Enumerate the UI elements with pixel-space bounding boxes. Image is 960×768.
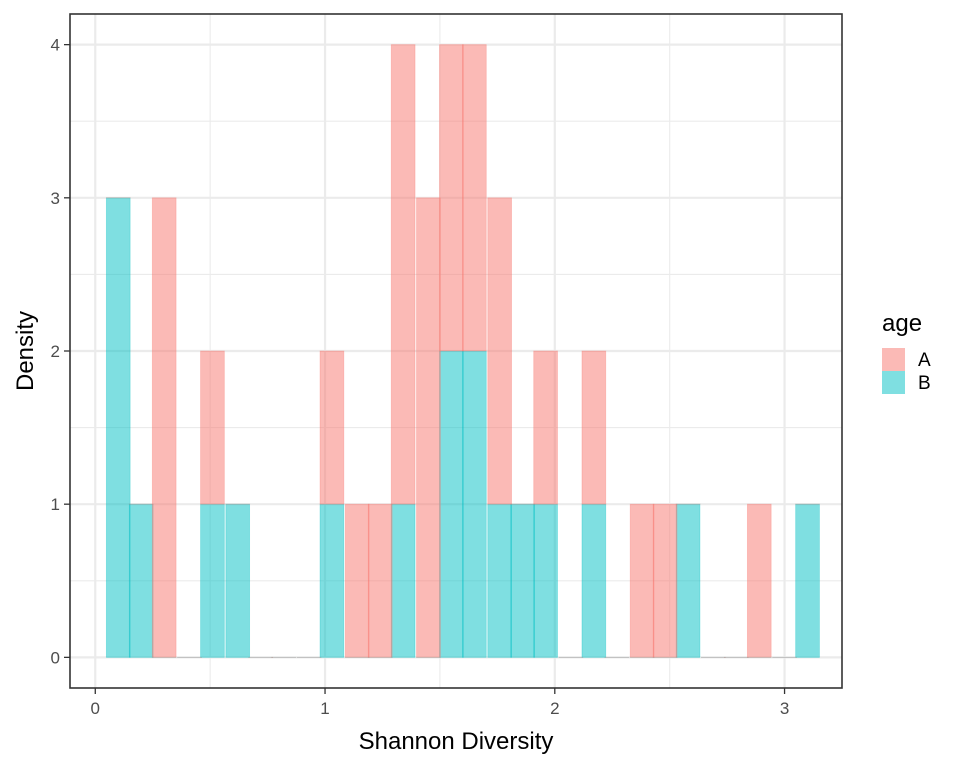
bar-a (533, 350, 558, 505)
y-tick-label: 1 (51, 495, 60, 514)
bar-b (795, 503, 820, 658)
bar-a (151, 197, 177, 658)
bars (105, 44, 820, 658)
y-axis-title: Density (12, 311, 39, 391)
bar-b (533, 503, 558, 658)
bar-b (675, 503, 701, 658)
y-tick-label: 4 (51, 36, 60, 55)
bar-a (439, 44, 464, 352)
x-tick-label: 3 (780, 699, 789, 718)
y-tick-label: 2 (51, 342, 60, 361)
legend-title: age (882, 310, 922, 337)
bar-b (510, 503, 535, 658)
bar-b (128, 503, 154, 658)
bar-b (439, 350, 464, 658)
bar-a (344, 503, 370, 658)
x-tick-label: 1 (320, 699, 329, 718)
legend-label-b: B (918, 373, 931, 394)
bar-b (462, 350, 487, 658)
bar-a (367, 503, 393, 658)
bar-b (487, 503, 512, 658)
bar-a (746, 503, 772, 658)
x-tick-label: 2 (550, 699, 559, 718)
bar-b (105, 197, 131, 658)
bar-a (581, 350, 607, 505)
bar-b (225, 503, 251, 658)
bar-a (629, 503, 655, 658)
bar-b (390, 503, 416, 658)
legend-key-a (882, 348, 905, 371)
bar-a (652, 503, 678, 658)
bar-a (487, 197, 512, 505)
bar-a (390, 44, 416, 505)
bar-b (319, 503, 345, 658)
legend: age AB (882, 310, 931, 394)
bar-a (416, 197, 441, 658)
y-tick-label: 0 (51, 648, 60, 667)
bar-a (200, 350, 225, 505)
bar-b (200, 503, 225, 658)
bar-a (462, 44, 487, 352)
bar-b (581, 503, 607, 658)
x-tick-label: 0 (91, 699, 100, 718)
x-axis-title: Shannon Diversity (359, 728, 554, 755)
legend-label-a: A (918, 350, 931, 371)
legend-items: AB (882, 348, 931, 394)
legend-key-b (882, 371, 905, 394)
y-axis: 0 1 2 3 4 (51, 36, 70, 667)
bar-a (319, 350, 345, 505)
x-axis: 0 1 2 3 (91, 688, 789, 718)
y-tick-label: 3 (51, 189, 60, 208)
